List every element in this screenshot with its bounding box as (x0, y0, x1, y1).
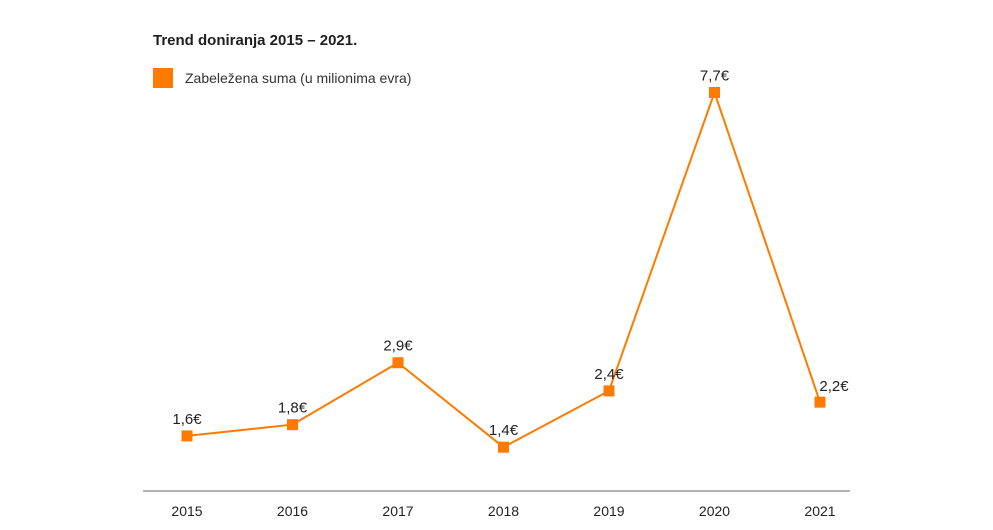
legend-label: Zabeležena suma (u milionima evra) (185, 70, 412, 86)
data-label-2020: 7,7€ (700, 67, 730, 84)
chart-title: Trend doniranja 2015 – 2021. (153, 32, 358, 49)
legend: Zabeležena suma (u milionima evra) (153, 68, 411, 88)
data-label-2019: 2,4€ (594, 366, 624, 383)
data-labels: 1,6€ 1,8€ 2,9€ 1,4€ 2,4€ 7,7€ 2,2€ (172, 67, 849, 439)
series-markers (181, 86, 826, 453)
data-point-2016 (287, 419, 298, 431)
data-label-2021: 2,2€ (819, 378, 849, 395)
x-tick-label-2019: 2019 (593, 503, 624, 519)
x-tick-label-2020: 2020 (699, 503, 730, 519)
data-point-2015 (181, 430, 193, 442)
legend-swatch (153, 68, 173, 88)
data-point-2020 (709, 86, 720, 98)
data-point-2019 (603, 385, 615, 397)
x-tick-label-2015: 2015 (171, 503, 202, 519)
x-tick-label-2016: 2016 (277, 503, 308, 519)
data-point-2017 (392, 357, 404, 369)
x-tick-label-2017: 2017 (382, 503, 413, 519)
data-label-2015: 1,6€ (172, 411, 202, 428)
x-tick-labels: 2015 2016 2017 2018 2019 2020 2021 (171, 503, 835, 519)
data-point-2021 (814, 396, 826, 408)
data-label-2017: 2,9€ (383, 338, 413, 355)
series-line (186, 91, 821, 449)
x-tick-label-2021: 2021 (804, 503, 835, 519)
data-label-2018: 1,4€ (489, 422, 519, 439)
data-label-2016: 1,8€ (278, 400, 308, 417)
data-point-2018 (498, 441, 509, 453)
x-tick-label-2018: 2018 (488, 503, 519, 519)
